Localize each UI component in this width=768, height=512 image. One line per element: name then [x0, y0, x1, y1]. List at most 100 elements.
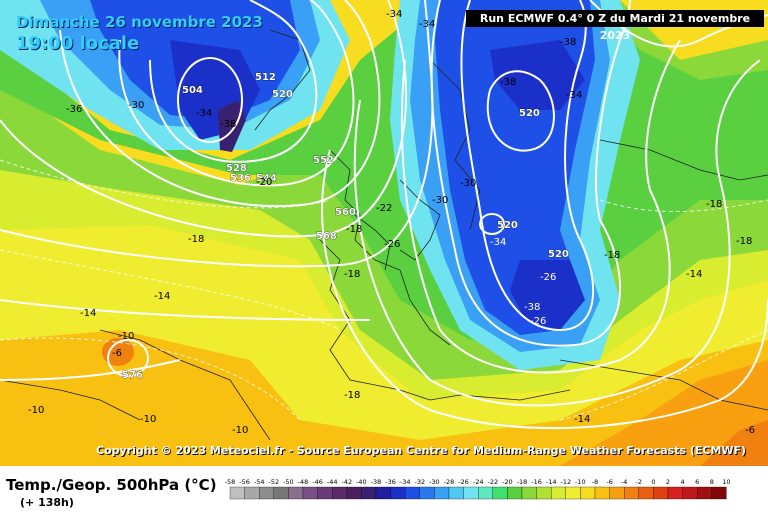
forecast-date: Dimanche 26 novembre 2023: [16, 13, 263, 31]
legend-swatch: [478, 486, 493, 500]
legend-swatch: [711, 486, 727, 500]
legend-value: -30: [429, 478, 440, 486]
legend-swatch: [244, 486, 260, 500]
legend-swatch: [448, 486, 464, 500]
legend-swatch: [580, 486, 596, 500]
temp-label: -10: [28, 405, 44, 416]
temp-label: -18: [344, 390, 360, 401]
geo-label-528: 528: [226, 163, 247, 174]
parameter-title: Temp./Geop. 500hPa (°C): [6, 476, 217, 494]
temp-label: -18: [346, 224, 362, 235]
temp-label: -30: [432, 195, 448, 206]
temp-label: -34: [386, 9, 402, 20]
legend-value: 0: [651, 478, 655, 486]
legend-swatch: [507, 486, 523, 500]
legend-value: -56: [239, 478, 250, 486]
legend-swatch: [288, 486, 304, 500]
temp-label: -6: [745, 425, 755, 436]
legend-swatch: [624, 486, 639, 500]
color-legend: -58 -56 -54 -52 -50 -48 -46 -44 -42 -40 -38 -36 -34-…: [225, 478, 731, 500]
legend-value: -46: [312, 478, 323, 486]
legend-swatch: [375, 486, 391, 500]
temp-label: -34: [419, 19, 435, 30]
legend-value: -40: [356, 478, 367, 486]
legend-value: -42: [341, 478, 352, 486]
legend-swatch: [536, 486, 552, 500]
geo-label-560: 560: [335, 207, 356, 218]
legend-swatch: [273, 486, 289, 500]
legend-swatch: [302, 486, 318, 500]
legend-swatch: [332, 486, 347, 500]
legend-swatch: [565, 486, 581, 500]
legend-value: -2: [636, 478, 642, 486]
legend-value: -22: [487, 478, 498, 486]
legend-value: -8: [592, 478, 598, 486]
legend-value: -32: [414, 478, 425, 486]
legend-swatch: [697, 486, 712, 500]
geo-label-520b: 520: [519, 108, 540, 119]
legend-swatch: [434, 486, 450, 500]
legend-swatch: [609, 486, 625, 500]
legend-value: -20: [502, 478, 513, 486]
legend-swatch: [638, 486, 654, 500]
geo-label-504: 504: [182, 85, 203, 96]
legend-value: -24: [473, 478, 484, 486]
legend-swatch: [419, 486, 435, 500]
geo-label-552: 552: [313, 155, 334, 166]
legend-swatch: [405, 486, 420, 500]
legend-value: 4: [681, 478, 685, 486]
legend-value: -36: [385, 478, 396, 486]
geo-label-568: 568: [316, 231, 337, 242]
forecast-time: 19:00 locale: [16, 33, 140, 54]
legend-swatch: [521, 486, 537, 500]
legend-value: -12: [560, 478, 571, 486]
temp-label: -38: [524, 302, 540, 313]
legend-swatch: [594, 486, 610, 500]
temp-label: -38: [220, 119, 236, 130]
geo-label-520: 520: [272, 89, 293, 100]
temp-label: -14: [574, 414, 590, 425]
temp-label: -10: [140, 414, 156, 425]
map-footer: Temp./Geop. 500hPa (°C) (+ 138h) -58 -56 -…: [0, 466, 768, 512]
geo-label-536: 536: [230, 173, 251, 184]
legend-value: -58: [225, 478, 236, 486]
temp-label: -18: [188, 234, 204, 245]
temp-label: -18: [344, 269, 360, 280]
temp-label: -22: [376, 203, 392, 214]
legend-swatch: [229, 486, 245, 500]
legend-swatch: [551, 486, 566, 500]
legend-value: -16: [531, 478, 542, 486]
legend-value: -10: [575, 478, 586, 486]
temp-label: -20: [256, 177, 272, 188]
legend-swatch: [259, 486, 274, 500]
temp-label: -34: [490, 237, 506, 248]
legend-value: -14: [546, 478, 557, 486]
lead-time: (+ 138h): [20, 496, 74, 509]
legend-value: -4: [621, 478, 627, 486]
legend-swatch: [492, 486, 508, 500]
temp-label: -18: [706, 199, 722, 210]
temp-label: -38: [560, 37, 576, 48]
temp-label: -30: [128, 100, 144, 111]
legend-swatch: [463, 486, 479, 500]
legend-swatch: [653, 486, 669, 500]
legend-value: 6: [695, 478, 699, 486]
temp-label: -36: [66, 104, 82, 115]
copyright-notice: Copyright © 2023 Meteociel.fr - Source E…: [96, 444, 747, 457]
legend-value: 10: [722, 478, 730, 486]
legend-value: -48: [298, 478, 309, 486]
model-run-banner: Run ECMWF 0.4° 0 Z du Mardi 21 novembre …: [466, 10, 764, 42]
geo-label-520c: 520: [497, 220, 518, 231]
legend-swatch: [346, 486, 362, 500]
geo-label-512: 512: [255, 72, 276, 83]
legend-value: -52: [268, 478, 279, 486]
geo-label-520d: 520: [548, 249, 569, 260]
legend-value: 2: [666, 478, 670, 486]
temp-label: -26: [530, 316, 546, 327]
legend-value: -50: [283, 478, 294, 486]
temp-label: -14: [80, 308, 96, 319]
geo-label-576: 576: [122, 370, 143, 381]
legend-swatch: [390, 486, 406, 500]
temp-label: -34: [196, 108, 212, 119]
temp-label: -38: [500, 77, 516, 88]
